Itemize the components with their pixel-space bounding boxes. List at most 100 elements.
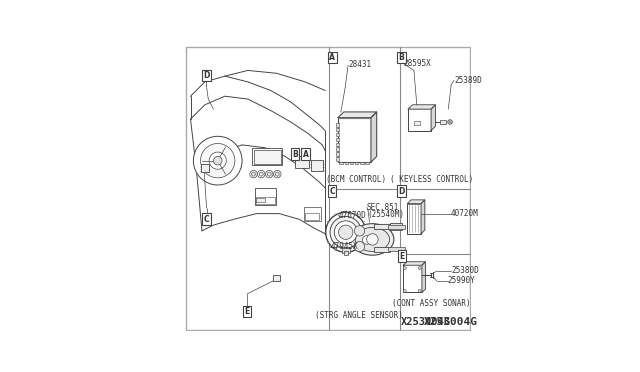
Circle shape	[449, 121, 451, 123]
Text: 25990Y: 25990Y	[448, 276, 476, 285]
Bar	[360, 161, 364, 164]
Polygon shape	[431, 105, 435, 131]
Polygon shape	[422, 262, 426, 292]
Bar	[336, 133, 339, 136]
Circle shape	[326, 212, 366, 252]
Circle shape	[250, 170, 257, 178]
Bar	[336, 123, 339, 126]
Bar	[440, 120, 446, 124]
Text: C: C	[204, 215, 209, 224]
Bar	[257, 197, 275, 204]
Circle shape	[257, 170, 265, 178]
Bar	[253, 150, 281, 164]
Bar	[336, 157, 339, 161]
Bar	[339, 161, 343, 164]
Bar	[336, 128, 339, 131]
Text: (CONT ASSY SONAR): (CONT ASSY SONAR)	[392, 299, 471, 308]
Circle shape	[275, 172, 279, 176]
Circle shape	[200, 144, 235, 178]
Bar	[202, 164, 209, 172]
Circle shape	[367, 234, 378, 245]
Circle shape	[209, 152, 227, 169]
Text: D: D	[203, 71, 209, 80]
Circle shape	[362, 236, 371, 244]
Text: (BCM CONTROL): (BCM CONTROL)	[326, 175, 386, 185]
Text: ( KEYLESS CONTROL): ( KEYLESS CONTROL)	[390, 175, 474, 185]
Bar	[295, 156, 309, 168]
Text: 47945X: 47945X	[330, 242, 358, 251]
Circle shape	[330, 217, 362, 248]
Bar	[414, 121, 420, 125]
Text: D: D	[399, 187, 405, 196]
Polygon shape	[407, 200, 425, 203]
Circle shape	[213, 156, 222, 165]
Bar	[408, 109, 431, 131]
Circle shape	[355, 226, 365, 236]
Polygon shape	[408, 105, 435, 109]
Bar	[252, 148, 282, 165]
Polygon shape	[338, 112, 377, 118]
Text: 25380D: 25380D	[451, 266, 479, 275]
Bar	[365, 161, 369, 164]
Circle shape	[418, 289, 421, 292]
Text: C: C	[330, 187, 335, 196]
Bar	[342, 248, 350, 253]
Ellipse shape	[351, 224, 394, 255]
Bar	[255, 188, 276, 205]
Circle shape	[448, 120, 452, 124]
Circle shape	[418, 267, 421, 269]
Circle shape	[273, 170, 281, 178]
Bar	[311, 160, 323, 171]
Text: E: E	[244, 307, 250, 316]
Circle shape	[339, 225, 353, 240]
Polygon shape	[371, 112, 377, 162]
Bar	[303, 207, 321, 221]
Bar	[350, 161, 353, 164]
Circle shape	[266, 170, 273, 178]
Bar	[338, 118, 371, 162]
Bar	[305, 213, 319, 220]
Circle shape	[403, 267, 406, 269]
Polygon shape	[421, 200, 425, 234]
Text: B: B	[399, 53, 404, 62]
Text: 28595X: 28595X	[403, 59, 431, 68]
Text: (25540M): (25540M)	[367, 210, 404, 219]
Bar	[374, 224, 390, 230]
Circle shape	[268, 172, 271, 176]
Text: 25389D: 25389D	[454, 76, 482, 85]
Bar	[336, 147, 339, 151]
Text: E: E	[399, 251, 404, 260]
Bar	[388, 225, 405, 228]
Text: B: B	[292, 150, 298, 158]
Text: A: A	[303, 150, 308, 158]
Bar	[374, 247, 390, 252]
Bar	[257, 198, 265, 202]
Circle shape	[334, 221, 357, 244]
Bar	[388, 247, 405, 251]
Bar	[355, 161, 358, 164]
Bar	[336, 142, 339, 146]
Text: 47670D: 47670D	[339, 211, 366, 219]
Text: 40720M: 40720M	[451, 209, 478, 218]
Bar	[390, 223, 403, 230]
Text: A: A	[330, 53, 335, 62]
Bar	[273, 275, 280, 281]
Text: X253004G: X253004G	[401, 317, 451, 327]
Text: SEC.851: SEC.851	[367, 203, 399, 212]
Polygon shape	[403, 262, 426, 265]
Bar	[344, 251, 348, 255]
Circle shape	[355, 241, 365, 252]
Circle shape	[403, 289, 406, 292]
Bar	[407, 203, 421, 234]
Bar	[336, 153, 339, 156]
Bar	[336, 138, 339, 141]
Circle shape	[259, 172, 263, 176]
Circle shape	[193, 136, 242, 185]
Bar	[344, 161, 348, 164]
Ellipse shape	[355, 227, 390, 251]
Text: 28431: 28431	[348, 60, 371, 69]
Circle shape	[252, 172, 255, 176]
Text: (STRG ANGLE SENSOR): (STRG ANGLE SENSOR)	[315, 311, 403, 320]
Bar	[403, 265, 422, 292]
Text: X253004G: X253004G	[424, 317, 477, 327]
